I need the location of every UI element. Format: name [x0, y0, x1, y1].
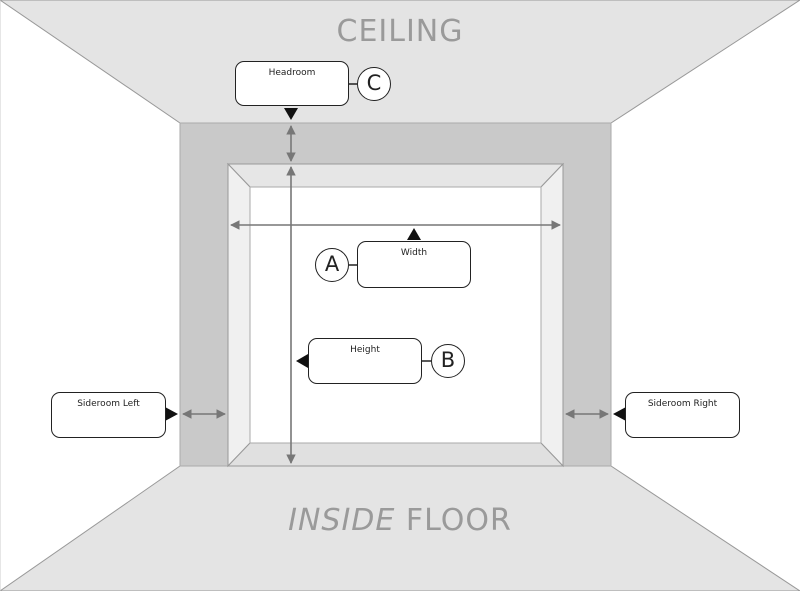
width-callout-text: Width: [400, 248, 428, 258]
door-bevel-right: [540, 162, 564, 468]
height-callout: Height: [308, 338, 422, 384]
sideroom-right-callout: Sideroom Right: [625, 392, 740, 438]
width-badge: A: [315, 248, 349, 282]
sideroom-right-callout-text: Sideroom Right: [647, 399, 718, 409]
width-callout: Width: [357, 241, 471, 288]
sideroom-left-pointer: [165, 407, 178, 421]
headroom-badge: C: [357, 67, 391, 101]
inside-floor-label-italic: INSIDE: [288, 503, 396, 538]
sideroom-right-pointer: [613, 407, 626, 421]
headroom-pointer: [284, 108, 298, 120]
headroom-callout: Headroom: [235, 61, 349, 106]
inside-floor-label-rest: FLOOR: [405, 503, 512, 538]
door-bevel-bottom: [226, 442, 565, 467]
height-callout-text: Height: [350, 345, 380, 355]
door-bevel-top: [226, 163, 565, 188]
door-bevel-left: [227, 162, 251, 468]
headroom-callout-text: Headroom: [268, 68, 316, 78]
sideroom-left-callout-text: Sideroom Left: [77, 399, 140, 409]
width-pointer: [407, 228, 421, 240]
height-badge: B: [431, 344, 465, 378]
sideroom-left-callout: Sideroom Left: [51, 392, 166, 438]
ceiling-label: CEILING: [336, 14, 464, 49]
height-pointer: [296, 354, 308, 368]
inside-floor-label: INSIDE FLOOR: [240, 503, 560, 538]
